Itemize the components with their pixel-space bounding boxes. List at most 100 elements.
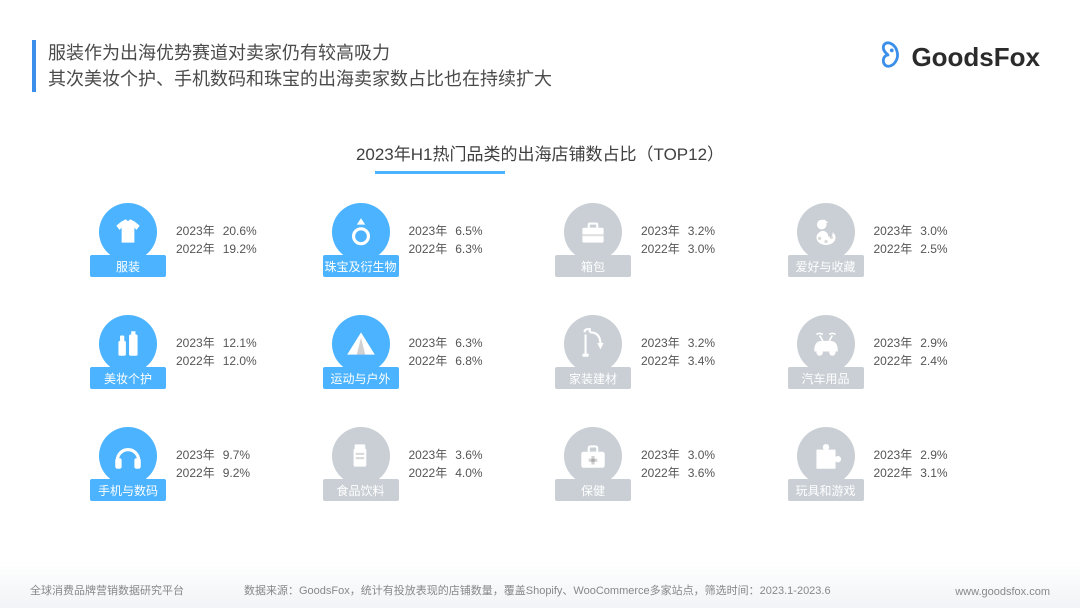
page-title: 服装作为出海优势赛道对卖家仍有较高吸力 其次美妆个护、手机数码和珠宝的出海卖家数…	[48, 40, 552, 92]
year-label: 2022年	[176, 464, 215, 482]
category-stats: 2023年 3.2% 2022年 3.4%	[641, 334, 715, 370]
category-cell: 玩具和游戏 2023年 2.9% 2022年 3.1%	[788, 414, 1011, 514]
category-stats: 2023年 2.9% 2022年 3.1%	[874, 446, 948, 482]
chart-title-underline	[375, 171, 505, 174]
year-label: 2023年	[874, 222, 913, 240]
stat-value: 6.3%	[455, 334, 482, 352]
category-stats: 2023年 2.9% 2022年 2.4%	[874, 334, 948, 370]
year-label: 2023年	[409, 446, 448, 464]
category-cell: 美妆个护 2023年12.1% 2022年12.0%	[90, 302, 313, 402]
category-cell: 保健 2023年 3.0% 2022年 3.6%	[555, 414, 778, 514]
stat-value: 3.0%	[688, 446, 715, 464]
stat-value: 9.2%	[223, 464, 250, 482]
stat-value: 3.0%	[688, 240, 715, 258]
stat-value: 3.6%	[455, 446, 482, 464]
stat-value: 2.5%	[920, 240, 947, 258]
category-stats: 2023年20.6% 2022年19.2%	[176, 222, 257, 258]
category-badge: 家装建材	[555, 315, 631, 389]
tshirt-icon	[99, 203, 157, 261]
stat-value: 20.6%	[223, 222, 257, 240]
year-label: 2023年	[641, 334, 680, 352]
footer-mid: 数据来源：GoodsFox，统计有投放表现的店铺数量，覆盖Shopify、Woo…	[244, 582, 955, 598]
category-stats: 2023年12.1% 2022年12.0%	[176, 334, 257, 370]
briefcase-icon	[564, 203, 622, 261]
year-label: 2023年	[176, 334, 215, 352]
stat-value: 2.4%	[920, 352, 947, 370]
stat-value: 4.0%	[455, 464, 482, 482]
stat-value: 2.9%	[920, 446, 947, 464]
category-cell: 食品饮料 2023年 3.6% 2022年 4.0%	[323, 414, 546, 514]
headphones-icon	[99, 427, 157, 485]
category-stats: 2023年6.5% 2022年6.3%	[409, 222, 483, 258]
year-label: 2023年	[409, 334, 448, 352]
year-label: 2022年	[641, 352, 680, 370]
stat-value: 2.9%	[920, 334, 947, 352]
stat-value: 6.5%	[455, 222, 482, 240]
year-label: 2022年	[874, 464, 913, 482]
category-cell: 珠宝及衍生物 2023年6.5% 2022年6.3%	[323, 190, 546, 290]
cosmetics-icon	[99, 315, 157, 373]
category-stats: 2023年3.0% 2022年2.5%	[874, 222, 948, 258]
year-label: 2022年	[641, 240, 680, 258]
category-cell: 服装 2023年20.6% 2022年19.2%	[90, 190, 313, 290]
year-label: 2022年	[874, 352, 913, 370]
stat-value: 3.6%	[688, 464, 715, 482]
year-label: 2023年	[641, 446, 680, 464]
category-badge: 玩具和游戏	[788, 427, 864, 501]
category-stats: 2023年 3.0% 2022年 3.6%	[641, 446, 715, 482]
year-label: 2023年	[874, 334, 913, 352]
stat-value: 3.2%	[688, 334, 715, 352]
year-label: 2022年	[409, 464, 448, 482]
year-label: 2023年	[176, 222, 215, 240]
stat-value: 12.0%	[223, 352, 257, 370]
category-badge: 运动与户外	[323, 315, 399, 389]
title-accent-bar	[32, 40, 36, 92]
stat-value: 6.3%	[455, 240, 482, 258]
category-grid: 服装 2023年20.6% 2022年19.2% 珠宝及衍生物 2023年6.5…	[90, 190, 1010, 514]
category-badge: 汽车用品	[788, 315, 864, 389]
category-stats: 2023年6.3% 2022年6.8%	[409, 334, 483, 370]
page-footer: 全球消费品牌营销数据研究平台 数据来源：GoodsFox，统计有投放表现的店铺数…	[0, 560, 1080, 608]
puzzle-icon	[797, 427, 855, 485]
year-label: 2022年	[409, 240, 448, 258]
year-label: 2022年	[176, 240, 215, 258]
footer-left: 全球消费品牌营销数据研究平台	[30, 582, 184, 598]
lamp-icon	[564, 315, 622, 373]
category-cell: 手机与数码 2023年9.7% 2022年9.2%	[90, 414, 313, 514]
category-cell: 爱好与收藏 2023年3.0% 2022年2.5%	[788, 190, 1011, 290]
chart-title: 2023年H1热门品类的出海店铺数占比（TOP12）	[0, 140, 1080, 174]
title-line-2: 其次美妆个护、手机数码和珠宝的出海卖家数占比也在持续扩大	[48, 66, 552, 92]
category-badge: 珠宝及衍生物	[323, 203, 399, 277]
palette-icon	[797, 203, 855, 261]
category-badge: 美妆个护	[90, 315, 166, 389]
category-badge: 爱好与收藏	[788, 203, 864, 277]
car-icon	[797, 315, 855, 373]
stat-value: 3.0%	[920, 222, 947, 240]
medkit-icon	[564, 427, 622, 485]
stat-value: 3.1%	[920, 464, 947, 482]
tent-icon	[332, 315, 390, 373]
stat-value: 3.4%	[688, 352, 715, 370]
category-cell: 运动与户外 2023年6.3% 2022年6.8%	[323, 302, 546, 402]
year-label: 2023年	[176, 446, 215, 464]
stat-value: 9.7%	[223, 446, 250, 464]
category-stats: 2023年 9.7% 2022年 9.2%	[176, 446, 250, 482]
title-line-1: 服装作为出海优势赛道对卖家仍有较高吸力	[48, 40, 552, 66]
cup-icon	[332, 427, 390, 485]
stat-value: 3.2%	[688, 222, 715, 240]
ring-icon	[332, 203, 390, 261]
stat-value: 12.1%	[223, 334, 257, 352]
category-stats: 2023年 3.6% 2022年 4.0%	[409, 446, 483, 482]
category-badge: 服装	[90, 203, 166, 277]
year-label: 2022年	[409, 352, 448, 370]
footer-right: www.goodsfox.com	[955, 586, 1050, 598]
category-cell: 箱包 2023年3.2% 2022年3.0%	[555, 190, 778, 290]
category-stats: 2023年3.2% 2022年3.0%	[641, 222, 715, 258]
category-badge: 食品饮料	[323, 427, 399, 501]
year-label: 2023年	[874, 446, 913, 464]
category-badge: 保健	[555, 427, 631, 501]
brand-logo-text: GoodsFox	[911, 42, 1040, 73]
category-badge: 箱包	[555, 203, 631, 277]
year-label: 2022年	[641, 464, 680, 482]
category-cell: 汽车用品 2023年 2.9% 2022年 2.4%	[788, 302, 1011, 402]
